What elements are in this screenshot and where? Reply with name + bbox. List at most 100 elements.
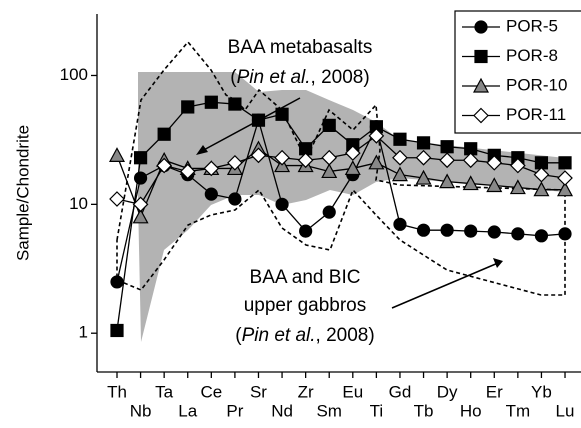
data-point [203, 160, 220, 177]
data-point [110, 275, 124, 289]
x-tick-label: Yb [531, 382, 552, 401]
x-tick-label: Ce [200, 382, 222, 401]
reference-part: ( [230, 67, 237, 88]
data-point [533, 181, 550, 197]
annotation-reference: (Pin et al., 2008) [230, 67, 369, 88]
data-point [415, 169, 432, 185]
annotation-arrow [199, 97, 301, 153]
data-point [227, 154, 243, 171]
data-point [321, 163, 338, 179]
data-point [534, 229, 549, 243]
legend-label: POR-5 [506, 16, 558, 35]
data-point [297, 152, 314, 169]
x-tick-label: Eu [342, 382, 363, 401]
reference-part: Pin et al. [242, 325, 316, 346]
data-point [533, 166, 550, 183]
x-tick-label: Pr [226, 401, 243, 420]
data-point [440, 140, 454, 154]
x-tick-label: Er [486, 382, 503, 401]
x-tick-label: Ta [155, 382, 174, 401]
data-point [181, 100, 195, 114]
x-tick-label: Tb [414, 401, 434, 420]
annotation-text: BAA and BIC [250, 267, 361, 288]
data-point [393, 132, 407, 146]
data-point [391, 166, 408, 182]
annotation-text: BAA metabasalts [228, 37, 373, 58]
y-tick-label: 1 [79, 323, 88, 342]
data-point [133, 151, 148, 165]
x-tick-label: Dy [437, 382, 458, 401]
x-tick-label: Lu [556, 401, 575, 420]
data-point [344, 160, 361, 176]
x-tick-label: Gd [389, 382, 412, 401]
data-point [462, 175, 479, 191]
legend-marker [474, 20, 488, 34]
data-point [462, 152, 479, 169]
annotation-text: upper gabbros [244, 295, 367, 316]
x-tick-label: Nd [271, 401, 293, 420]
data-point [557, 170, 573, 186]
data-point [108, 147, 126, 162]
data-point [228, 97, 242, 111]
metabasalt-field [138, 72, 565, 342]
data-point [416, 136, 431, 150]
data-point [439, 173, 456, 189]
data-point [509, 179, 526, 195]
data-point [487, 225, 501, 239]
data-point [179, 163, 196, 180]
data-point [368, 128, 385, 144]
x-tick-label: Nb [130, 401, 152, 420]
data-point [392, 149, 408, 166]
legend-marker [474, 49, 488, 64]
data-point [368, 154, 385, 170]
data-point [486, 177, 503, 193]
y-axis-label: Sample/Chondrite [13, 125, 32, 261]
x-tick-label: La [178, 401, 197, 420]
reference-part: ( [235, 325, 242, 346]
data-point [275, 107, 289, 121]
data-point [250, 147, 267, 164]
reference-part: , 2008) [311, 67, 370, 88]
reference-part: , 2008) [316, 325, 375, 346]
data-point [110, 323, 124, 338]
data-point [440, 223, 454, 237]
x-tick-label: Zr [298, 382, 314, 401]
data-point [133, 171, 148, 185]
data-point [322, 118, 336, 132]
annotation-arrow [391, 262, 499, 309]
legend-marker [473, 107, 489, 124]
legend-label: POR-11 [506, 105, 566, 124]
data-point [109, 191, 125, 207]
data-point [251, 113, 266, 127]
data-point [344, 145, 361, 161]
data-point [156, 157, 173, 174]
data-point [132, 196, 149, 213]
legend-label: POR-8 [506, 46, 558, 65]
annotation-reference: (Pin et al., 2008) [235, 325, 374, 346]
y-tick-label: 10 [69, 194, 88, 213]
data-point [322, 205, 336, 219]
data-point [510, 157, 526, 174]
data-point [228, 192, 242, 206]
data-point [204, 187, 218, 201]
arrow-head [196, 145, 208, 155]
x-tick-label: Ho [460, 401, 482, 420]
legend-marker [472, 77, 490, 93]
data-point [439, 152, 455, 169]
data-point [393, 217, 407, 231]
x-tick-label: Ti [370, 401, 384, 420]
data-point [464, 224, 478, 238]
data-point [486, 154, 503, 171]
reference-part: Pin et al. [237, 67, 311, 88]
data-point [275, 197, 289, 211]
data-point [557, 181, 574, 197]
data-point [204, 95, 218, 109]
y-tick-label: 100 [60, 65, 88, 84]
data-point [157, 127, 171, 141]
x-tick-label: Sr [250, 382, 267, 401]
arrow-head [493, 258, 503, 268]
data-point [558, 227, 572, 241]
data-point [274, 149, 290, 166]
x-tick-label: Tm [506, 401, 531, 420]
